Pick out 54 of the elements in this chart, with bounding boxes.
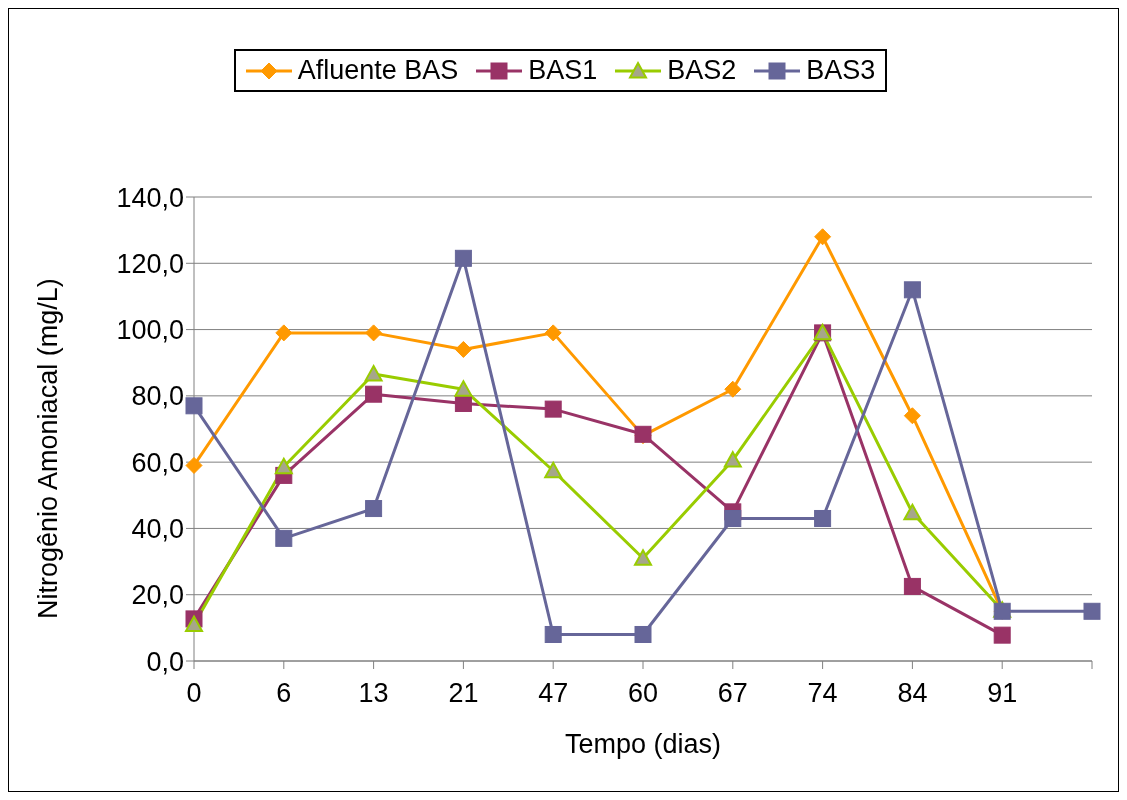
point [814, 228, 832, 246]
point [454, 340, 472, 358]
x-tick-label: 74 [807, 678, 838, 709]
x-tick-label: 60 [627, 678, 659, 709]
legend-label: Afluente BAS [296, 55, 459, 86]
y-tick-label: 40,0 [131, 514, 184, 545]
y-tick-label: 0,0 [146, 646, 184, 677]
x-tick-label: 47 [538, 678, 569, 709]
point [814, 509, 832, 527]
x-tick-label: 21 [448, 678, 479, 709]
y-tick-label: 100,0 [116, 315, 184, 346]
point [1083, 602, 1101, 620]
point [275, 324, 293, 342]
point [903, 503, 922, 521]
point [454, 249, 472, 267]
point [275, 529, 293, 547]
legend-label: BAS3 [805, 55, 876, 86]
legend-label: BAS1 [527, 55, 598, 86]
legend-label: BAS2 [666, 55, 737, 86]
point [544, 400, 562, 418]
point [723, 451, 742, 468]
y-tick-label: 20,0 [131, 580, 184, 611]
point [185, 456, 203, 474]
x-tick-label: 91 [987, 678, 1018, 709]
point [903, 281, 921, 299]
point [365, 324, 383, 342]
point [544, 461, 563, 479]
y-tick-label: 80,0 [131, 381, 184, 412]
point [724, 380, 742, 398]
point [365, 385, 383, 403]
x-axis-title: Tempo (dias) [564, 729, 722, 759]
point [903, 407, 921, 425]
y-axis-title: Nitrogênio Amoniacal (mg/L) [32, 278, 63, 619]
x-tick-label: 84 [897, 678, 928, 709]
point [903, 577, 921, 595]
point [185, 397, 203, 415]
point [634, 625, 652, 643]
x-tick-label: 67 [717, 678, 748, 709]
point [365, 500, 383, 518]
point [454, 380, 473, 397]
y-tick-label: 140,0 [116, 182, 184, 213]
y-tick-label: 120,0 [116, 248, 184, 279]
point [185, 615, 203, 632]
x-tick-label: 13 [358, 678, 389, 709]
point [724, 509, 742, 527]
point [364, 364, 383, 382]
x-tick-label: 6 [276, 678, 292, 709]
point [634, 549, 652, 566]
y-tick-label: 60,0 [131, 447, 184, 478]
point [274, 457, 293, 475]
point [993, 626, 1011, 644]
point [544, 625, 562, 643]
point [544, 324, 562, 342]
x-tick-label: 0 [186, 678, 202, 709]
